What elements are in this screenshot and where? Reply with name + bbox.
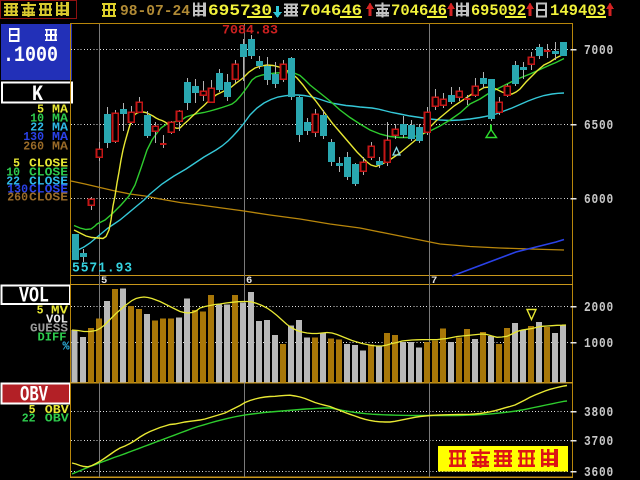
svg-text:22: 22 — [30, 122, 44, 135]
svg-text:GUESS: GUESS — [30, 323, 68, 336]
svg-text:6500: 6500 — [584, 119, 614, 134]
svg-text:5: 5 — [37, 305, 44, 318]
svg-text:DIFF: DIFF — [38, 332, 67, 345]
svg-text:MA: MA — [52, 131, 68, 144]
svg-text:3800: 3800 — [584, 406, 614, 421]
svg-text:22: 22 — [6, 176, 20, 189]
svg-text:3700: 3700 — [584, 435, 614, 450]
svg-text:149403: 149403 — [550, 2, 606, 20]
svg-text:VOL: VOL — [46, 314, 68, 327]
svg-text:10: 10 — [30, 113, 44, 126]
svg-text:22: 22 — [22, 413, 36, 426]
svg-text:5571.93: 5571.93 — [72, 261, 133, 277]
svg-text:5: 5 — [37, 104, 44, 117]
svg-text:98-07-24: 98-07-24 — [120, 3, 190, 20]
svg-text:1000: 1000 — [584, 337, 614, 352]
svg-text:695730: 695730 — [208, 2, 272, 20]
svg-text:7: 7 — [431, 275, 437, 287]
svg-text:7084.83: 7084.83 — [222, 24, 278, 38]
svg-text:CLOSE: CLOSE — [29, 158, 68, 171]
svg-text:130: 130 — [23, 131, 44, 144]
svg-text:704646: 704646 — [391, 2, 447, 20]
svg-text:260: 260 — [7, 192, 28, 205]
svg-text:MA: MA — [52, 122, 68, 135]
svg-text:MA: MA — [52, 113, 68, 126]
svg-text:7000: 7000 — [584, 44, 614, 59]
svg-text:5: 5 — [101, 275, 107, 287]
svg-text:VOL: VOL — [19, 284, 49, 309]
svg-text:10: 10 — [6, 167, 20, 180]
svg-text:OBV: OBV — [45, 413, 69, 426]
svg-text:CLOSE: CLOSE — [29, 184, 68, 197]
svg-text:6: 6 — [246, 275, 252, 287]
svg-text:%: % — [63, 341, 70, 354]
svg-text:130: 130 — [7, 184, 28, 197]
svg-text:OBV: OBV — [20, 383, 49, 408]
svg-text:5: 5 — [29, 404, 36, 417]
svg-text:MA: MA — [52, 104, 68, 117]
svg-text:K: K — [32, 82, 44, 107]
svg-text:.1000: .1000 — [3, 43, 58, 68]
svg-text:CLOSE: CLOSE — [29, 192, 68, 205]
svg-text:CLOSE: CLOSE — [29, 167, 68, 180]
svg-text:704646: 704646 — [300, 2, 362, 20]
svg-text:MA: MA — [52, 141, 68, 154]
svg-text:2000: 2000 — [584, 301, 614, 316]
svg-text:OBV: OBV — [45, 404, 69, 417]
svg-text:695092: 695092 — [471, 2, 526, 20]
svg-text:5: 5 — [13, 158, 20, 171]
svg-text:CLOSE: CLOSE — [29, 176, 68, 189]
svg-text:6000: 6000 — [584, 193, 614, 208]
svg-text:3600: 3600 — [584, 466, 614, 480]
svg-text:260: 260 — [23, 141, 44, 154]
svg-text:MV: MV — [51, 305, 68, 318]
